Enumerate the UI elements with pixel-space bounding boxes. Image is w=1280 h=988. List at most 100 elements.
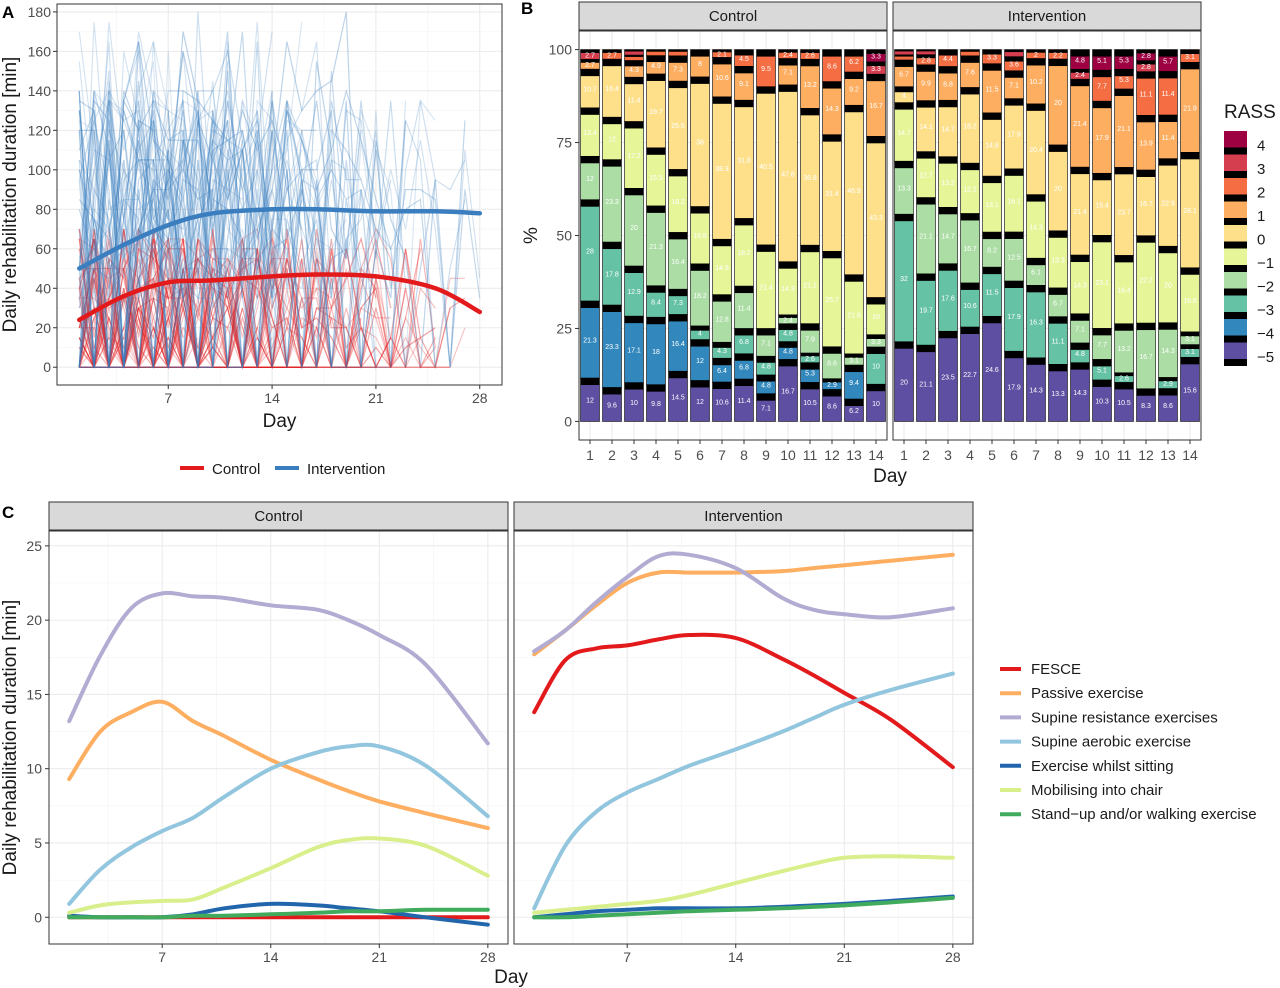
bar-value-label: 17.9 xyxy=(1007,132,1021,139)
y-tick-label: 75 xyxy=(556,135,572,151)
bar-value-label: 12.5 xyxy=(1007,254,1021,261)
bar-segment-cap xyxy=(580,59,600,63)
bar-segment-cap xyxy=(602,49,622,53)
bar-value-label: 13.2 xyxy=(1117,346,1131,353)
bar-value-label: 11.4 xyxy=(737,398,750,405)
intervention-patient-line xyxy=(78,110,377,368)
bar-segment-cap xyxy=(1136,388,1156,396)
bar-value-label: 10.6 xyxy=(715,400,729,407)
intervention-patient-line xyxy=(78,49,407,368)
bar-segment-cap xyxy=(668,55,688,63)
control-patient-line xyxy=(78,238,377,370)
control-patient-line xyxy=(78,258,377,369)
legend-key-band xyxy=(1224,288,1247,296)
series-line-supine-resistance-exercises xyxy=(532,551,955,654)
y-tick-label: 0 xyxy=(34,909,42,925)
intervention-patient-line xyxy=(78,89,436,368)
bar-segment-cap xyxy=(822,378,842,383)
x-tick-label: 9 xyxy=(1076,447,1084,463)
bar-segment-cap xyxy=(844,274,864,282)
legend-key-band xyxy=(1224,218,1247,225)
bar-value-label: 21.1 xyxy=(919,234,933,241)
bar-segment-cap xyxy=(602,117,622,125)
series-line-stand-up-and-or-walking-exercise xyxy=(532,895,955,920)
x-tick-label: 2 xyxy=(922,447,930,463)
bar-segment-cap xyxy=(756,356,776,363)
bar-value-label: 7.1 xyxy=(761,406,771,413)
bar-value-label: 8.8 xyxy=(943,81,953,88)
intervention-patient-line xyxy=(78,100,466,368)
x-tick-label: 12 xyxy=(1138,447,1154,463)
bar-value-label: 25.7 xyxy=(825,297,839,304)
bar-segment-cap xyxy=(822,346,842,354)
bar-value-label: 18.2 xyxy=(737,250,751,257)
bar-value-label: 16.4 xyxy=(671,341,685,348)
bar-segment-cap xyxy=(1136,115,1156,123)
control-patient-line xyxy=(78,276,243,370)
bar-segment-cap xyxy=(690,380,710,388)
bar-value-label: 25.5 xyxy=(671,123,685,130)
bar-value-label: 7.1 xyxy=(1075,326,1085,333)
facet-strip-label: Intervention xyxy=(1008,8,1086,25)
bar-segment-cap xyxy=(894,214,914,222)
bar-segment-cap xyxy=(1158,377,1178,382)
bar-value-label: 15.6 xyxy=(1183,387,1197,394)
control-patient-line xyxy=(78,238,422,369)
bar-segment-cap xyxy=(894,49,914,52)
bar-segment-cap xyxy=(646,147,666,155)
bar-segment-cap xyxy=(712,342,732,348)
bar-value-label: 11.5 xyxy=(985,86,998,93)
bar-segment-cap xyxy=(1026,194,1046,202)
control-patient-line xyxy=(79,228,407,368)
control-patient-line xyxy=(78,268,199,370)
control-patient-line xyxy=(78,258,199,370)
bar-segment-cap xyxy=(800,382,820,390)
bar-segment-cap xyxy=(960,87,980,95)
bar-segment-cap xyxy=(866,49,886,54)
intervention-patient-line xyxy=(78,41,214,368)
intervention-patient-line xyxy=(78,11,407,368)
bar-segment-cap xyxy=(1070,49,1090,57)
bar-value-label: 14.9 xyxy=(715,265,729,272)
bar-segment-cap xyxy=(822,49,842,57)
x-tick-label: 5 xyxy=(674,447,682,463)
control-patient-line xyxy=(79,236,377,370)
panel-letter-b: B xyxy=(521,0,533,18)
intervention-patient-line xyxy=(78,41,377,368)
bar-value-label: 9.4 xyxy=(849,380,859,387)
series-line-mobilising-into-chair xyxy=(532,854,955,915)
bar-value-label: 22.9 xyxy=(1161,200,1175,207)
bar-value-label: 16.1 xyxy=(1007,198,1021,205)
bar-segment-cap xyxy=(800,245,820,253)
bar-value-label: 17.9 xyxy=(1095,135,1109,142)
bar-value-label: 14.8 xyxy=(985,142,999,149)
bar-segment-cap xyxy=(1114,167,1134,175)
bar-segment-cap xyxy=(1070,255,1090,263)
bar-value-label: 9.1 xyxy=(739,81,749,88)
bar-segment-cap xyxy=(1004,49,1024,53)
bar-segment-cap xyxy=(1070,79,1090,87)
bar-segment-cap xyxy=(866,334,886,339)
bar-value-label: 13.3 xyxy=(897,186,911,193)
bar-segment-cap xyxy=(1158,388,1178,396)
bar-segment-cap xyxy=(894,102,914,110)
bar-value-label: 11.1 xyxy=(1051,338,1064,345)
bar-value-label: 4.8 xyxy=(783,331,793,338)
bar-segment-cap xyxy=(1136,60,1156,65)
bar-value-label: 7.1 xyxy=(783,70,793,77)
bar-segment-cap xyxy=(1114,255,1134,263)
bar-segment-cap xyxy=(734,328,754,336)
bar-value-label: 10 xyxy=(872,364,880,371)
bar-segment-cap xyxy=(844,105,864,113)
bar-value-label: 21.3 xyxy=(649,244,663,251)
control-patient-line xyxy=(78,286,199,368)
control-patient-line xyxy=(78,266,243,368)
bar-value-label: 28.1 xyxy=(1183,208,1197,215)
facet-b-intervention: Intervention203213.314.746.721.119.721.1… xyxy=(892,1,1202,463)
bar-segment-cap xyxy=(1070,362,1090,370)
control-patient-line xyxy=(78,236,288,368)
bar-value-label: 13.3 xyxy=(1051,257,1065,264)
bar-segment-cap xyxy=(624,49,644,52)
bar-value-label: 11.1 xyxy=(1139,91,1152,98)
bar-segment-cap xyxy=(960,55,980,63)
